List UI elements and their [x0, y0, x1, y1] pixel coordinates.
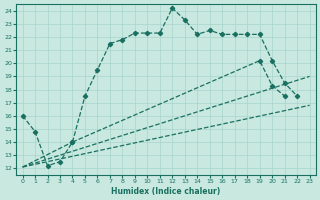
X-axis label: Humidex (Indice chaleur): Humidex (Indice chaleur)	[111, 187, 221, 196]
